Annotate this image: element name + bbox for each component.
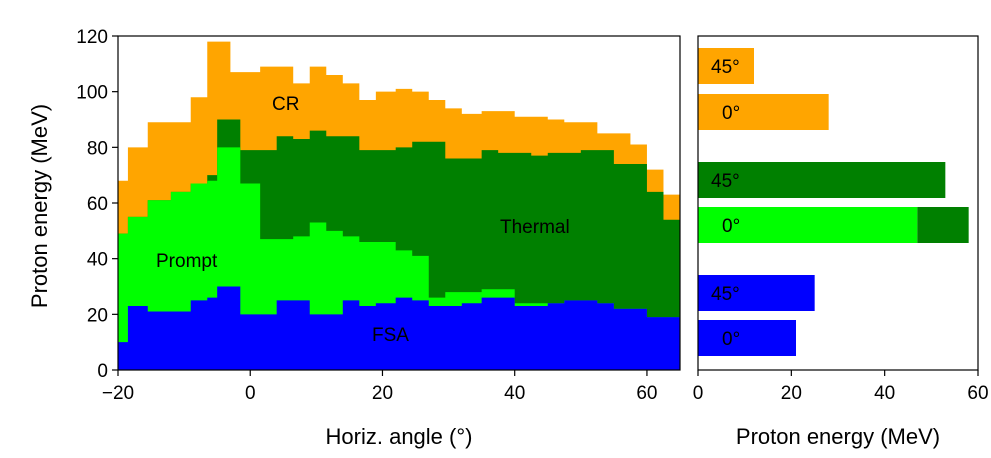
left-x-ticks: −20 0 20 40 60 xyxy=(102,370,658,404)
right-x-axis-title: Proton energy (MeV) xyxy=(736,424,940,449)
bar xyxy=(698,320,796,356)
bar-group: 0° xyxy=(698,207,969,243)
bar-chart-panel: 45° 0° 45° 0° 45° 0° 0 20 40 60 Proton energy (M… xyxy=(693,35,989,449)
region-label-cr: CR xyxy=(272,94,299,115)
region-label-prompt: Prompt xyxy=(156,251,218,272)
x-tick-label: 20 xyxy=(372,383,393,404)
x-tick-label: 60 xyxy=(636,383,657,404)
x-tick-label: 0 xyxy=(245,383,256,404)
bar-extension xyxy=(917,207,969,243)
region-label-fsa: FSA xyxy=(372,325,409,346)
right-x-ticks: 0 20 40 60 xyxy=(693,370,989,404)
region-label-thermal: Thermal xyxy=(500,217,570,238)
x-tick-label: 40 xyxy=(504,383,525,404)
bar-label: 0° xyxy=(722,216,740,237)
right-plot-frame xyxy=(697,35,979,371)
stacked-areas xyxy=(118,41,680,371)
bar-group: 0° xyxy=(698,94,829,130)
y-tick-label: 20 xyxy=(87,305,108,326)
bar-label: 45° xyxy=(711,57,740,78)
area-chart-panel: CR Thermal Prompt FSA −20 0 20 40 60 0204060… xyxy=(27,27,681,449)
x-tick-label: 20 xyxy=(781,383,802,404)
y-tick-label: 40 xyxy=(87,250,108,271)
y-tick-label: 60 xyxy=(87,194,108,215)
bar-group: 45° xyxy=(698,48,754,84)
bar xyxy=(698,275,815,311)
left-y-axis-title: Proton energy (MeV) xyxy=(27,104,52,308)
bars: 45° 0° 45° 0° 45° 0° xyxy=(698,48,969,356)
bar-group: 45° xyxy=(698,275,815,311)
bar-label: 45° xyxy=(711,284,740,305)
y-tick-label: 80 xyxy=(87,138,108,159)
left-x-axis-title: Horiz. angle (°) xyxy=(326,424,473,449)
left-y-ticks: 0 20 40 60 80 100 120 xyxy=(76,27,118,382)
bar xyxy=(698,94,829,130)
y-tick-label: 100 xyxy=(76,83,108,104)
x-tick-label: 60 xyxy=(967,383,988,404)
x-tick-label: 0 xyxy=(693,383,704,404)
bar-label: 0° xyxy=(722,103,740,124)
bar xyxy=(698,207,918,243)
bar xyxy=(698,48,754,84)
y-tick-label: 120 xyxy=(76,27,108,48)
region-labels: CR Thermal Prompt FSA xyxy=(156,94,570,346)
x-tick-label: −20 xyxy=(102,383,134,404)
area-fsa xyxy=(118,286,680,370)
bar-label: 0° xyxy=(722,329,740,350)
bar-group: 0° xyxy=(698,320,796,356)
bar-label: 45° xyxy=(711,171,740,192)
bar-group: 45° xyxy=(698,162,946,198)
bar xyxy=(698,162,946,198)
y-tick-label: 0 xyxy=(97,361,108,382)
x-tick-label: 40 xyxy=(874,383,895,404)
